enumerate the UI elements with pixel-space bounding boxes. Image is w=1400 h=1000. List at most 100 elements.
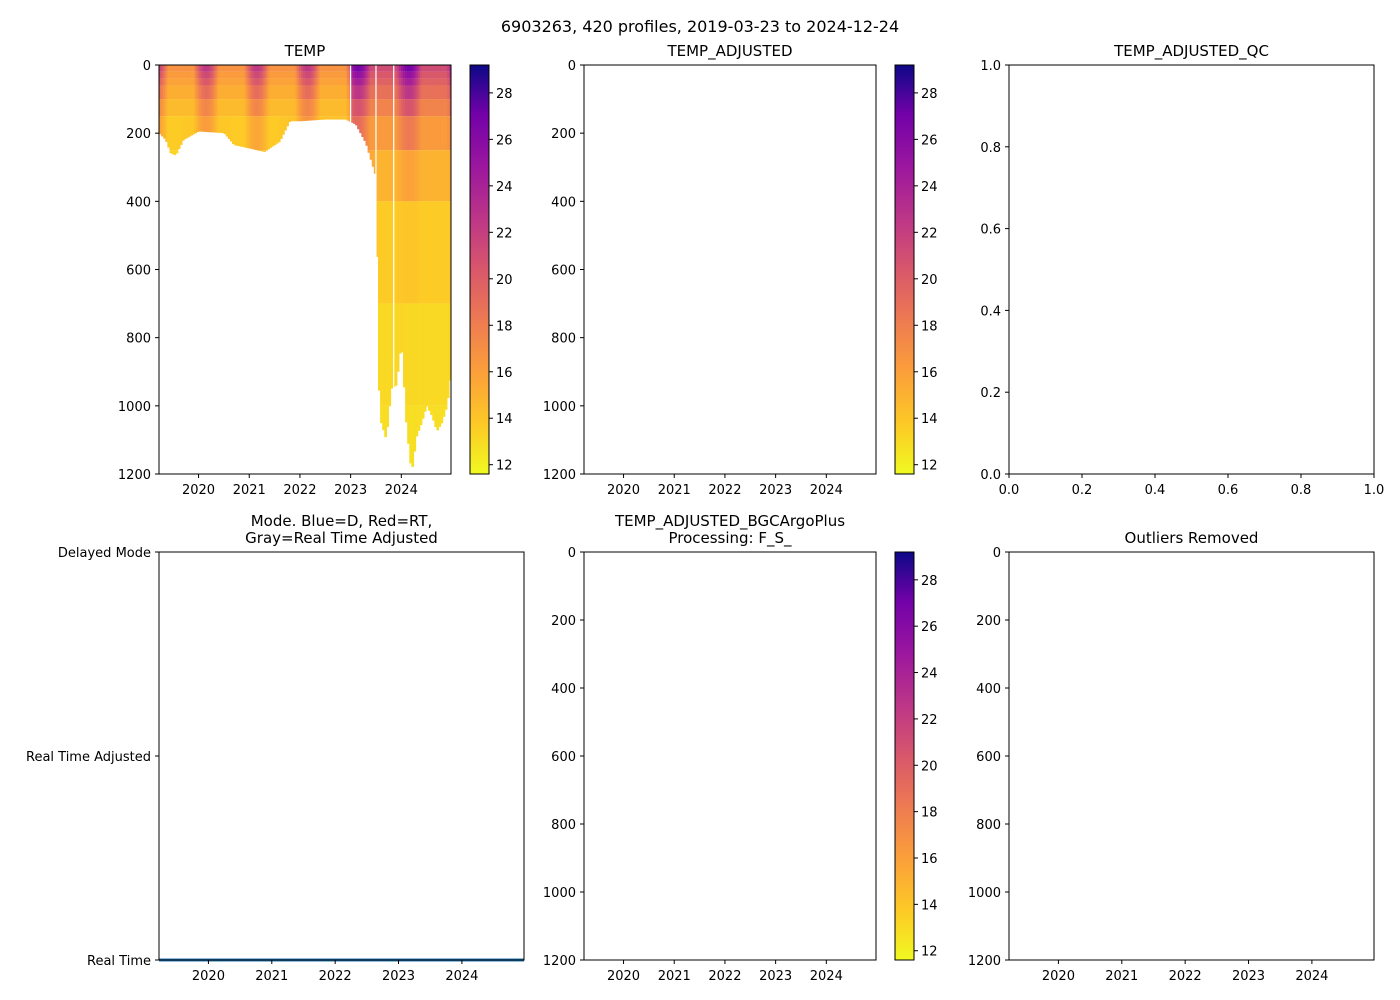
heatmap-cell (407, 65, 410, 72)
colorbar-tick-label: 24 (921, 667, 938, 682)
heatmap-cell (380, 405, 383, 424)
heatmap-cell (252, 85, 256, 100)
x-tick-label: 2021 (233, 483, 266, 498)
heatmap-cell (240, 78, 244, 86)
heatmap-cell (263, 116, 266, 151)
colorbar-tick-label: 14 (921, 898, 938, 913)
y-tick-label: 0.6 (980, 223, 1001, 238)
heatmap-cell (219, 116, 223, 133)
heatmap-cell (277, 116, 281, 143)
heatmap-cell (403, 99, 406, 117)
heatmap-cell (378, 303, 381, 391)
heatmap-cell (386, 71, 390, 79)
heatmap-cell (434, 78, 437, 86)
heatmap-cell (413, 99, 417, 117)
heatmap-cell (419, 78, 423, 86)
heatmap-cell (300, 116, 304, 122)
heatmap-cell (219, 99, 223, 117)
heatmap-cell (394, 65, 398, 72)
heatmap-cell (196, 116, 200, 132)
heatmap-cell (300, 65, 304, 72)
heatmap-cell (344, 85, 348, 100)
heatmap-cell (378, 99, 381, 117)
heatmap-cell (428, 150, 431, 202)
heatmap-cell (400, 201, 404, 304)
heatmap-cell (167, 99, 171, 117)
heatmap-cell (242, 65, 246, 72)
heatmap-cell (252, 116, 256, 150)
heatmap-cell (248, 99, 252, 117)
colorbar-tick-label: 28 (921, 87, 938, 102)
heatmap-cell (267, 99, 271, 117)
heatmap-cell (442, 150, 446, 202)
axes-frame (583, 64, 877, 475)
heatmap-cell (177, 85, 181, 100)
heatmap-cell (375, 116, 379, 151)
heatmap-cell (394, 85, 398, 100)
heatmap-cell (269, 85, 273, 100)
heatmap-cell (403, 150, 406, 202)
heatmap-cell (327, 65, 331, 72)
y-tick-label: 800 (126, 332, 151, 347)
heatmap-cell (340, 71, 344, 79)
heatmap-cell (398, 71, 402, 79)
heatmap-cell (371, 116, 375, 151)
colorbar-tick-label: 18 (496, 319, 513, 334)
heatmap-cell (403, 78, 406, 86)
heatmap-cell (194, 116, 198, 134)
heatmap-cell (390, 116, 394, 151)
heatmap-cell (344, 99, 348, 117)
x-tick-label: 2022 (283, 483, 316, 498)
heatmap-cell (386, 78, 390, 86)
heatmap-cell (192, 85, 196, 100)
heatmap-cell (428, 116, 431, 151)
heatmap-cell (430, 71, 433, 79)
heatmap-cell (200, 71, 204, 79)
heatmap-cell (311, 99, 314, 117)
heatmap-cell (448, 116, 451, 151)
heatmap-cell (363, 71, 367, 79)
heatmap-cell (411, 405, 415, 467)
heatmap-cell (171, 65, 175, 72)
heatmap-cell (325, 65, 329, 72)
heatmap-cell (229, 116, 233, 142)
heatmap-cell (344, 78, 348, 86)
heatmap-cell (415, 201, 419, 304)
heatmap-cell (344, 116, 348, 120)
heatmap-cell (425, 99, 429, 117)
heatmap-cell (263, 78, 266, 86)
heatmap-cell (273, 85, 277, 100)
heatmap-cell (298, 71, 302, 79)
heatmap-cell (434, 85, 437, 100)
heatmap-cell (448, 150, 451, 202)
heatmap-cell (417, 150, 421, 202)
heatmap-cell (332, 71, 335, 79)
heatmap-cell (444, 150, 448, 202)
heatmap-cell (413, 116, 417, 151)
heatmap-cell (296, 71, 300, 79)
heatmap-cell (438, 99, 442, 117)
heatmap-cell (217, 116, 221, 133)
heatmap-cell (428, 78, 431, 86)
heatmap-cell (305, 65, 308, 72)
x-tick-label: 2024 (810, 969, 843, 984)
colorbar-tick-label: 26 (496, 133, 513, 148)
heatmap-cell (181, 99, 185, 117)
heatmap-cell (407, 303, 410, 406)
heatmap-cell (175, 65, 179, 72)
heatmap-cell (167, 78, 171, 86)
heatmap-cell (269, 78, 273, 86)
heatmap-cell (382, 99, 385, 117)
heatmap-cell (415, 78, 419, 86)
heatmap-cell (371, 65, 375, 72)
heatmap-cell (323, 78, 327, 86)
heatmap-cell (446, 303, 450, 399)
y-tick-label: 0.2 (980, 386, 1001, 401)
y-tick-label: 200 (551, 614, 576, 629)
heatmap-cell (390, 71, 394, 79)
heatmap-cell (394, 99, 398, 117)
heatmap-cell (302, 116, 306, 121)
y-tick-label: 0 (568, 59, 576, 74)
heatmap-cell (396, 71, 400, 79)
